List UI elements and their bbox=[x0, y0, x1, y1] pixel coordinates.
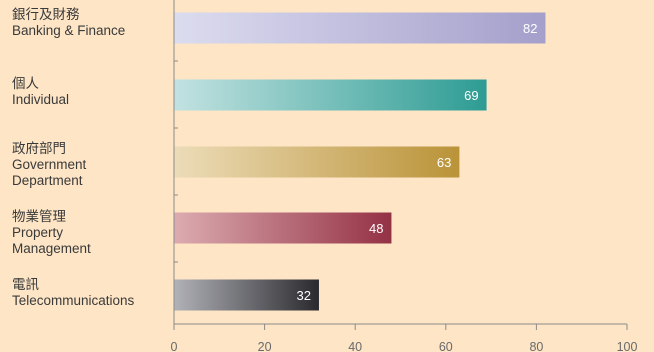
category-label-en: Management bbox=[12, 241, 91, 256]
bar-2 bbox=[174, 146, 460, 178]
category-label-1: 個人 Individual bbox=[12, 76, 170, 108]
x-tick-label-0: 0 bbox=[171, 340, 178, 352]
category-label-4: 電訊 Telecommunications bbox=[12, 277, 170, 309]
bar-1 bbox=[174, 79, 487, 111]
category-label-2: 政府部門 Government Department bbox=[12, 141, 170, 189]
bar-value-label-3: 48 bbox=[369, 221, 383, 236]
x-tick-label-4: 80 bbox=[529, 340, 543, 352]
category-label-en: Property bbox=[12, 225, 64, 240]
category-label-zh: 物業管理 bbox=[12, 209, 66, 224]
category-label-zh: 銀行及財務 bbox=[12, 7, 80, 22]
bar-value-label-1: 69 bbox=[464, 88, 478, 103]
x-tick-label-1: 20 bbox=[258, 340, 272, 352]
bar-3 bbox=[174, 212, 392, 244]
bar-value-label-0: 82 bbox=[523, 21, 537, 36]
x-tick-label-2: 40 bbox=[348, 340, 362, 352]
category-label-zh: 電訊 bbox=[12, 277, 39, 292]
x-tick-label-3: 60 bbox=[439, 340, 453, 352]
category-label-en: Banking & Finance bbox=[12, 23, 126, 38]
x-tick-label-5: 100 bbox=[617, 340, 638, 352]
bar-value-label-4: 32 bbox=[296, 288, 310, 303]
category-label-zh: 個人 bbox=[12, 76, 39, 91]
category-label-en: Telecommunications bbox=[12, 293, 135, 308]
category-label-zh: 政府部門 bbox=[12, 141, 66, 156]
category-label-3: 物業管理 Property Management bbox=[12, 209, 170, 257]
category-label-0: 銀行及財務 Banking & Finance bbox=[12, 7, 170, 39]
bar-0 bbox=[174, 12, 546, 44]
bar-4 bbox=[174, 279, 319, 311]
category-label-en: Individual bbox=[12, 92, 70, 107]
category-label-en: Department bbox=[12, 173, 83, 188]
category-label-en: Government bbox=[12, 157, 87, 172]
bar-value-label-2: 63 bbox=[437, 155, 451, 170]
